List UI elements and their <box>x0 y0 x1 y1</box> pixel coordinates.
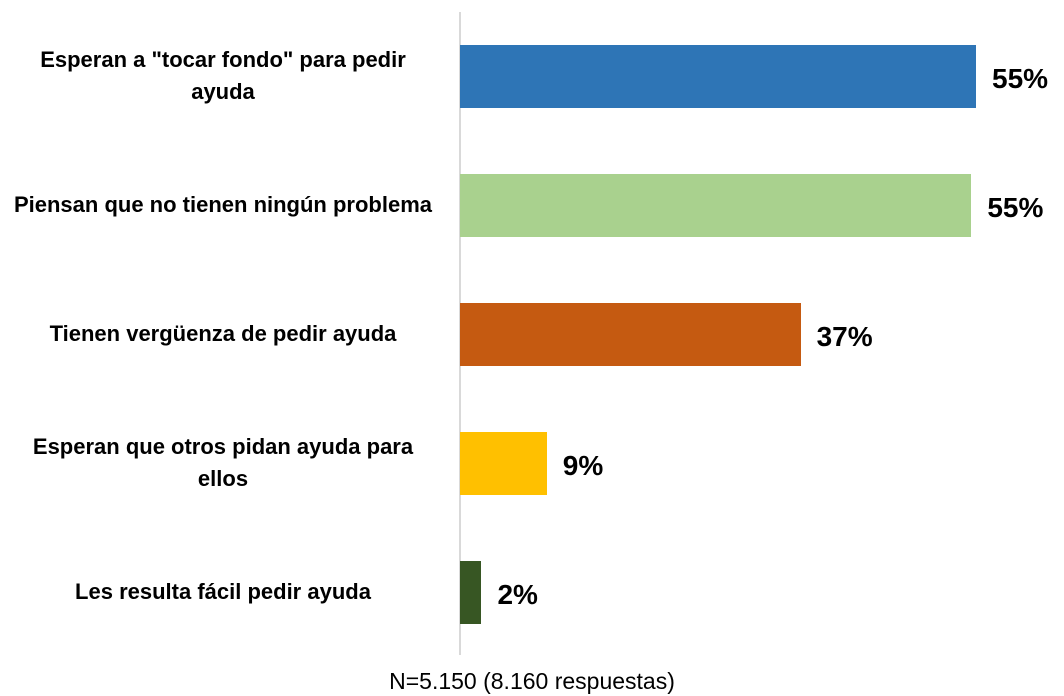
category-label: Esperan a "tocar fondo" para pedir ayuda <box>40 47 406 104</box>
footnote: N=5.150 (8.160 respuestas) <box>389 668 675 694</box>
value-label: 9% <box>562 450 604 481</box>
bar <box>460 432 547 495</box>
category-label: Les resulta fácil pedir ayuda <box>75 579 371 605</box>
bar <box>460 303 801 366</box>
category-label: Esperan que otros pidan ayuda para ellos <box>32 434 414 491</box>
bar <box>460 561 482 624</box>
category-label: Tienen vergüenza de pedir ayuda <box>49 321 397 347</box>
value-label: 2% <box>497 579 538 610</box>
value-label: 55% <box>992 63 1049 94</box>
value-label: 55% <box>987 192 1044 223</box>
bar <box>460 174 972 237</box>
bar <box>460 45 976 108</box>
category-label: Piensan que no tienen ningún problema <box>13 192 433 218</box>
value-label: 37% <box>816 321 873 352</box>
